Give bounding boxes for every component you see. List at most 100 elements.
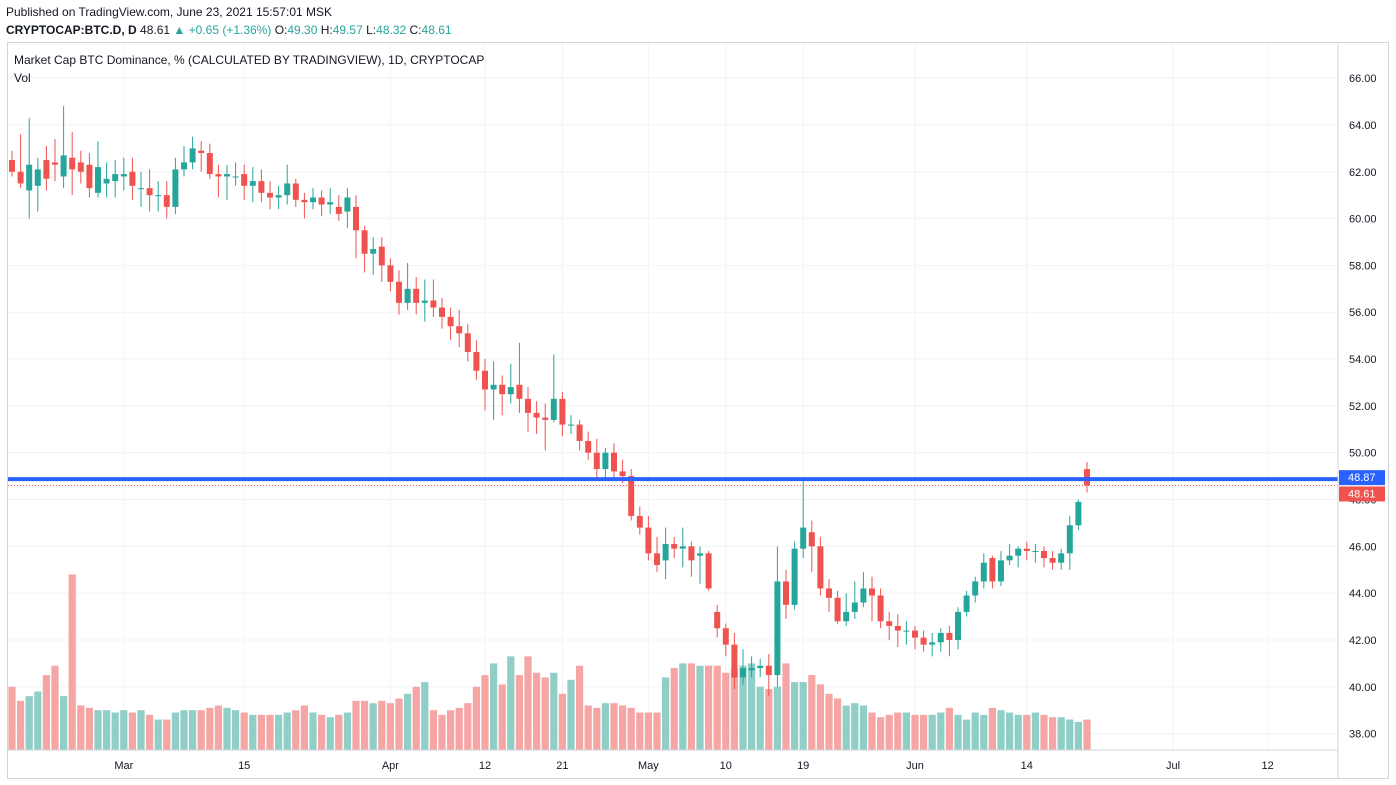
candle (129, 157, 136, 200)
candle (946, 625, 953, 657)
candle (585, 431, 592, 460)
candle-body (714, 611, 721, 629)
symbol-name[interactable]: CRYPTOCAP:BTC.D, D (6, 23, 137, 37)
candle (791, 541, 798, 610)
y-tick-label: 62.00 (1349, 167, 1377, 179)
volume-bar (206, 707, 214, 750)
volume-bar (404, 693, 412, 750)
candle-body (112, 174, 119, 182)
candle-body (774, 581, 781, 676)
volume-bar (954, 714, 962, 750)
candle-body (765, 665, 772, 676)
candle (955, 607, 961, 650)
volume-bar (1014, 714, 1022, 750)
volume-label: Vol (14, 71, 31, 85)
volume-bar (765, 689, 773, 750)
volume-bar (945, 707, 953, 750)
candle (241, 164, 248, 200)
candle (249, 167, 256, 203)
candle (335, 195, 342, 221)
candle (593, 438, 600, 479)
candle-body (912, 630, 918, 638)
volume-bar (911, 714, 919, 750)
candle (267, 181, 273, 210)
volume-bar (85, 707, 93, 750)
candle-body (611, 452, 617, 472)
candle-body (946, 632, 953, 640)
volume-bar (34, 691, 42, 750)
candle (817, 536, 824, 596)
volume-bar (438, 714, 446, 750)
candle (103, 162, 110, 198)
candle-body (808, 532, 815, 547)
candle-body (258, 181, 265, 193)
volume-bar (739, 665, 747, 750)
candle-body (550, 398, 557, 420)
candle-body (430, 300, 437, 308)
candle-body (654, 553, 660, 566)
volume-bar (275, 714, 283, 750)
candle-body (1075, 501, 1082, 526)
candle-body (980, 562, 987, 582)
candle-body (791, 548, 798, 605)
volume-bar (687, 663, 695, 750)
candle (86, 153, 93, 198)
candle-body (619, 471, 626, 477)
volume-bar (584, 705, 592, 750)
candle (920, 630, 927, 652)
candle-body (697, 553, 703, 556)
candle-body (172, 169, 179, 207)
candle-body (877, 595, 884, 622)
volume-bar (894, 712, 902, 750)
candle (413, 277, 420, 315)
candle-body (559, 398, 566, 425)
candle-body (95, 167, 101, 193)
candle (258, 169, 265, 203)
volume-bar (1066, 719, 1074, 750)
candle (224, 164, 230, 200)
candle-body (834, 597, 841, 622)
candle-body (439, 307, 445, 317)
volume-bar (644, 712, 652, 750)
volume-bar (498, 684, 506, 750)
volume-bar (928, 714, 936, 750)
volume-bar (859, 705, 867, 750)
candle (439, 298, 445, 329)
candle-body (568, 424, 574, 426)
volume-bar (851, 703, 859, 750)
y-tick-label: 50.00 (1349, 448, 1377, 460)
volume-bar (189, 710, 197, 750)
candle (155, 181, 162, 212)
candle (138, 171, 144, 207)
candle-body (1049, 558, 1056, 563)
volume-bar (782, 663, 790, 750)
candle (77, 150, 84, 184)
volume-bar (937, 712, 945, 750)
candle-body (275, 195, 282, 198)
volume-bar (17, 700, 25, 750)
volume-bar (533, 672, 541, 750)
volume-bar (429, 710, 437, 750)
volume-bar (490, 663, 498, 750)
volume-bar (154, 719, 162, 750)
volume-bar (326, 717, 334, 750)
volume-bar (51, 665, 59, 750)
candle-body (249, 181, 256, 186)
candle (980, 553, 987, 589)
candle (783, 569, 789, 619)
candle (318, 190, 325, 217)
volume-bar (997, 710, 1005, 750)
candle (34, 157, 41, 212)
volume-bar (507, 656, 515, 750)
volume-bar (541, 677, 549, 750)
volume-bar (464, 703, 472, 750)
volume-bar (799, 682, 807, 750)
volume-bar (730, 668, 738, 750)
volume-bar (773, 686, 781, 750)
candle-body (851, 602, 858, 612)
x-tick-label: 14 (1021, 760, 1033, 772)
candle (688, 541, 695, 577)
open-label: O: (274, 23, 288, 37)
candle-body (301, 199, 308, 203)
